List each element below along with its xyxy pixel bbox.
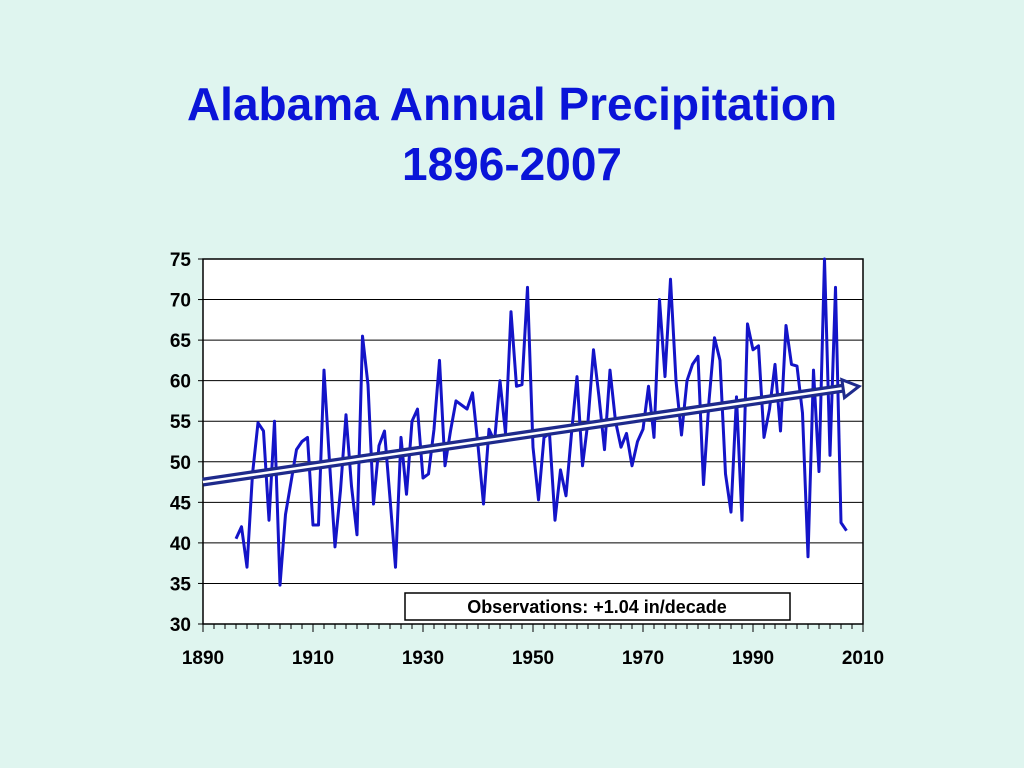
trend-arrowhead — [840, 377, 863, 401]
annotation-text: Observations: +1.04 in/decade — [467, 597, 727, 617]
y-tick-label-65: 65 — [170, 331, 192, 352]
x-tick-label-1910: 1910 — [292, 648, 334, 669]
axes: 30 35 40 45 50 55 60 65 70 75 1890 1910 1930 1950 1970… — [170, 250, 884, 669]
series-line-0 — [234, 257, 848, 587]
y-tick-label-70: 70 — [170, 291, 191, 312]
annotation-box — [404, 592, 791, 621]
y-tick-label-35: 35 — [170, 574, 192, 595]
y-tick-label-45: 45 — [170, 493, 192, 514]
x-tick-label-1950: 1950 — [512, 648, 554, 669]
y-tick-label-55: 55 — [170, 412, 192, 433]
y-tick-label-60: 60 — [170, 372, 191, 393]
x-tick-label-2010: 2010 — [842, 648, 884, 669]
title-line-1: Alabama Annual Precipitation — [186, 78, 838, 130]
x-tick-label-1970: 1970 — [622, 648, 664, 669]
x-tick-label-1930: 1930 — [402, 648, 444, 669]
y-tick-label-30: 30 — [170, 615, 191, 636]
trend-line-inner — [202, 386, 850, 484]
y-tick-label-50: 50 — [170, 453, 191, 474]
title-line-2: 1896-2007 — [402, 138, 622, 190]
annotation-layer: Observations: +1.04 in/decade — [404, 592, 791, 621]
y-tick-label-75: 75 — [170, 250, 192, 271]
x-tick-label-1890: 1890 — [182, 648, 224, 669]
series-layer — [234, 257, 848, 587]
y-tick-label-40: 40 — [170, 534, 191, 555]
page-title: Alabama Annual Precipitation 1896-2007 — [0, 74, 1024, 194]
x-tick-label-1990: 1990 — [732, 648, 774, 669]
trend-layer — [202, 377, 863, 487]
